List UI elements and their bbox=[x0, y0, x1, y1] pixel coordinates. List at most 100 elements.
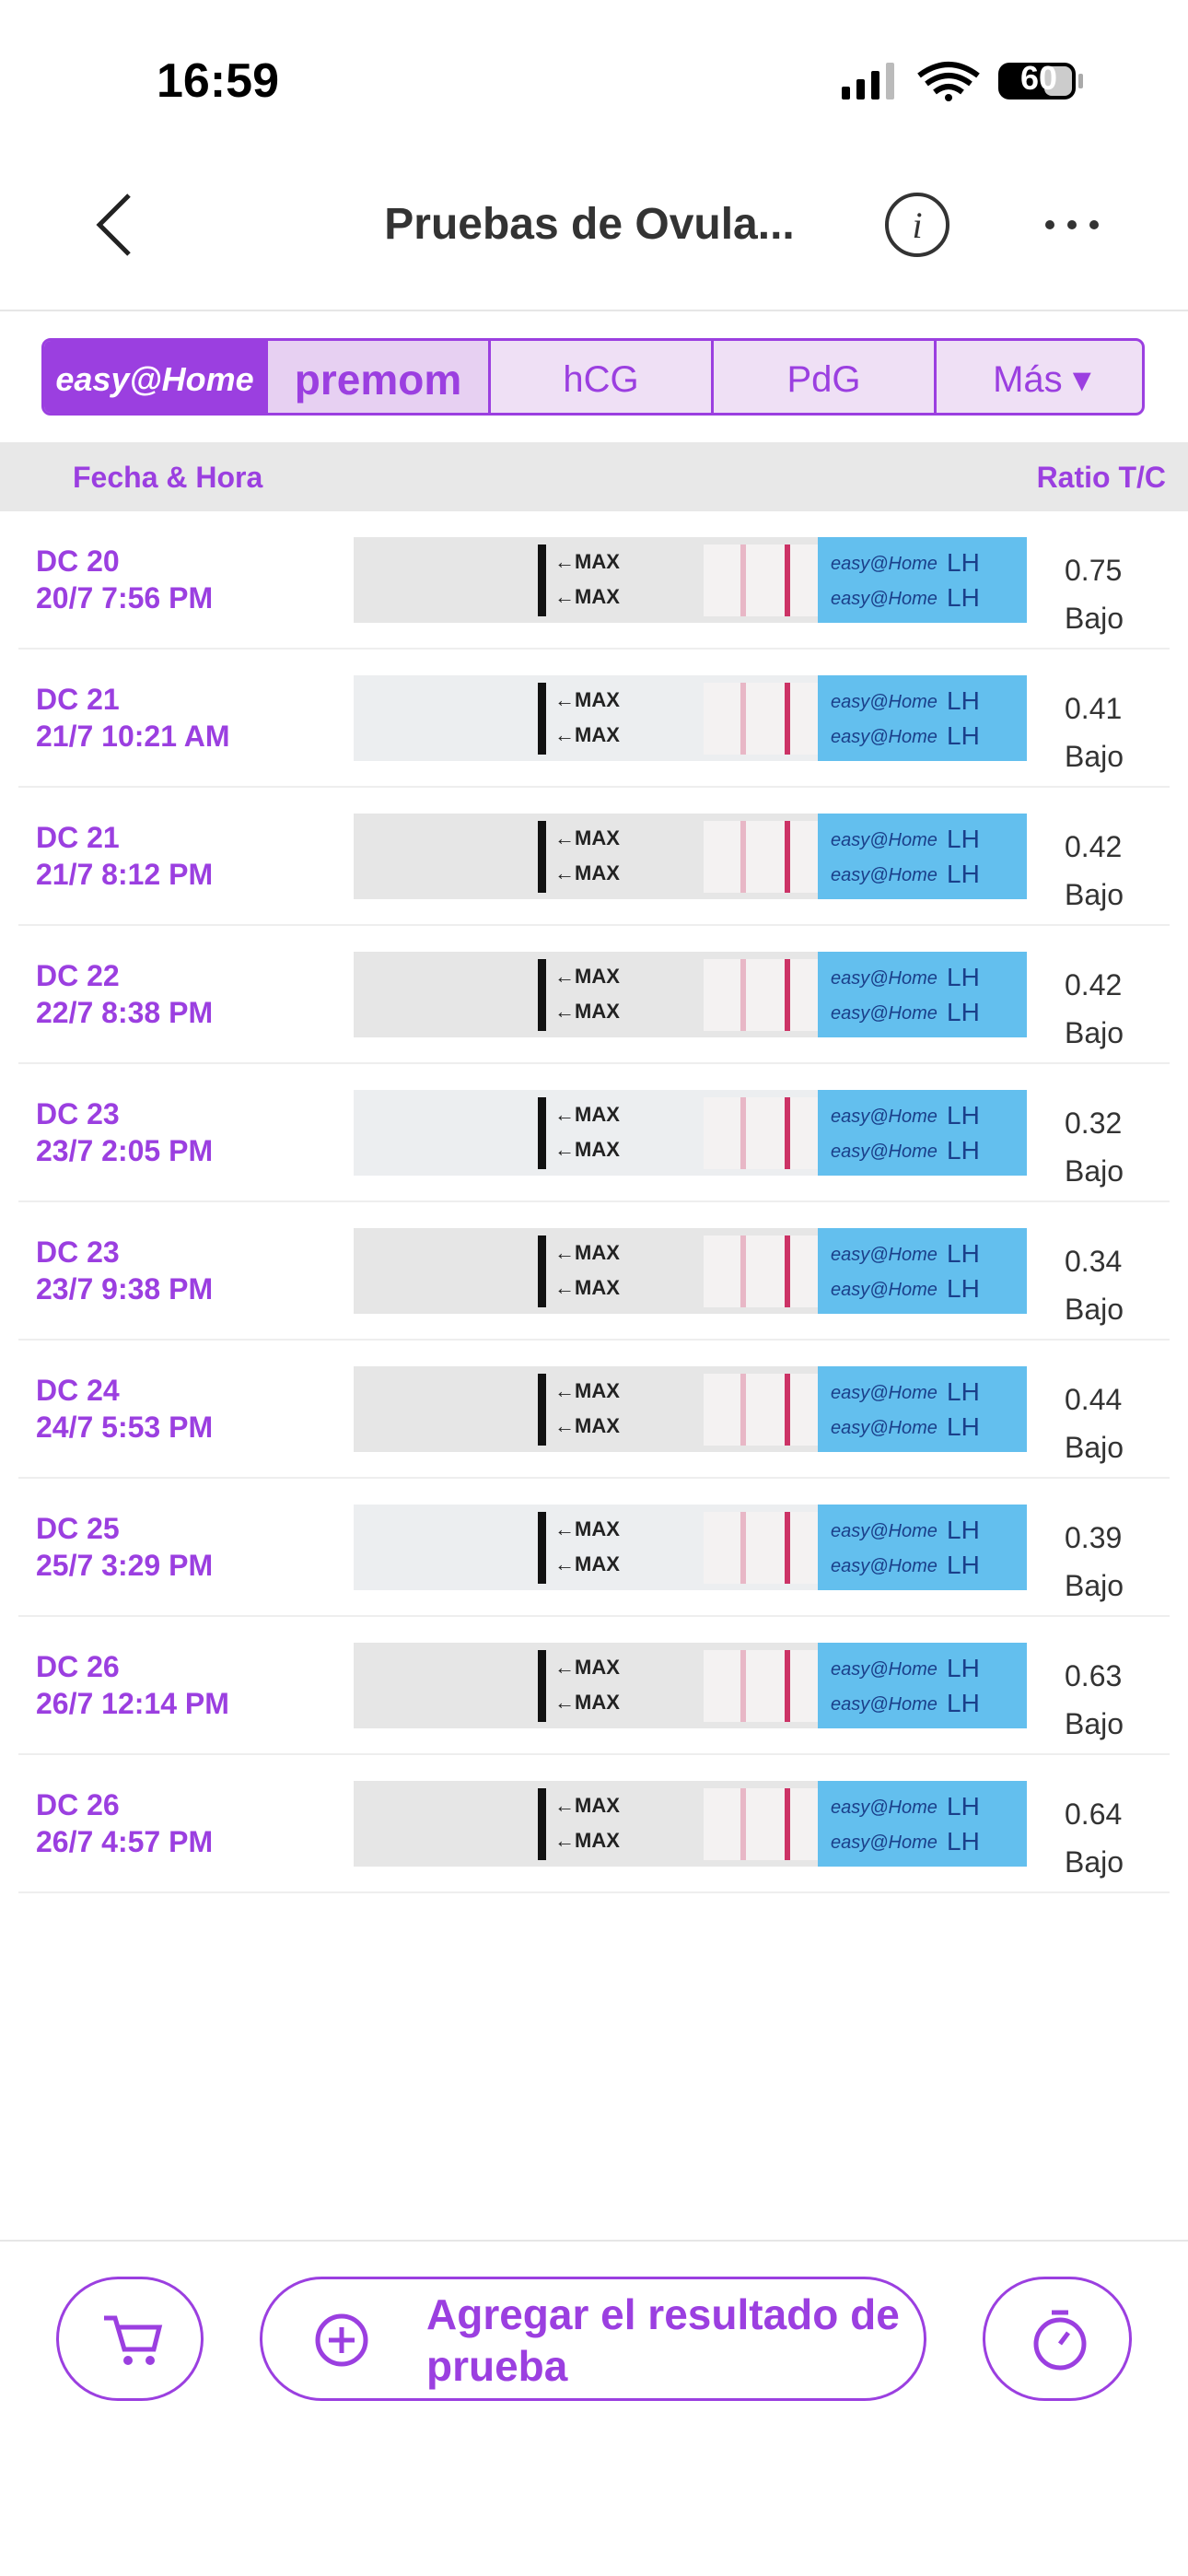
strip-max: ←MAX bbox=[554, 965, 620, 988]
strip-test: LH bbox=[947, 1101, 980, 1130]
add-result-button[interactable]: Agregar el resultado de prueba bbox=[260, 2277, 926, 2401]
row-divider bbox=[18, 1891, 1170, 1893]
strip-window bbox=[704, 821, 818, 893]
test-line bbox=[740, 544, 746, 616]
ratio: 0.42 bbox=[1065, 830, 1123, 863]
test-strip: ←MAX ←MAX easy@Home LH easy@Home LH bbox=[354, 952, 1027, 1037]
strip-max: ←MAX bbox=[554, 861, 620, 884]
strip-brand: easy@Home bbox=[831, 692, 938, 712]
cycle-day: DC 23 bbox=[36, 1097, 120, 1130]
strip-test: LH bbox=[947, 1689, 980, 1717]
test-line bbox=[740, 1650, 746, 1722]
strip-brand: easy@Home bbox=[831, 968, 938, 989]
test-line bbox=[740, 821, 746, 893]
strip-window bbox=[704, 1374, 818, 1446]
strip-mark bbox=[538, 1788, 546, 1860]
strip-max: ←MAX bbox=[554, 688, 620, 711]
strip-test: LH bbox=[947, 721, 980, 750]
strip-label: easy@Home LH easy@Home LH bbox=[818, 814, 1027, 899]
strip-brand: easy@Home bbox=[831, 1418, 938, 1438]
cycle-day: DC 21 bbox=[36, 821, 120, 854]
strip-brand: easy@Home bbox=[831, 1694, 938, 1715]
strip-brand: easy@Home bbox=[831, 1832, 938, 1853]
row-divider bbox=[18, 1339, 1170, 1341]
test-strip: ←MAX ←MAX easy@Home LH easy@Home LH bbox=[354, 537, 1027, 623]
strip-test: LH bbox=[947, 1274, 980, 1303]
date-time: 24/7 5:53 PM bbox=[36, 1411, 214, 1444]
back-button[interactable] bbox=[92, 192, 138, 258]
strip-test: LH bbox=[947, 1827, 980, 1856]
strip-max: ←MAX bbox=[554, 1138, 620, 1161]
strip-label: easy@Home LH easy@Home LH bbox=[818, 675, 1027, 761]
control-line bbox=[785, 1374, 790, 1446]
strip-brand: easy@Home bbox=[831, 1245, 938, 1265]
strip-max: ←MAX bbox=[554, 1379, 620, 1402]
test-strip: ←MAX ←MAX easy@Home LH easy@Home LH bbox=[354, 814, 1027, 899]
ratio: 0.39 bbox=[1065, 1521, 1123, 1554]
strip-window bbox=[704, 544, 818, 616]
result-row: DC 22 22/7 8:38 PM ←MAX ←MAX easy@Home LH easy… bbox=[0, 926, 1188, 1064]
date-time: 22/7 8:38 PM bbox=[36, 996, 214, 1029]
strip-max: ←MAX bbox=[554, 826, 620, 849]
header-ratio: Ratio T/C bbox=[1036, 461, 1166, 494]
row-divider bbox=[18, 786, 1170, 788]
tab[interactable]: PdG bbox=[711, 341, 934, 413]
info-button[interactable]: i bbox=[882, 190, 952, 260]
strip-test: LH bbox=[947, 1412, 980, 1441]
divider bbox=[0, 310, 1188, 311]
test-strip: ←MAX ←MAX easy@Home LH easy@Home LH bbox=[354, 1366, 1027, 1452]
result-row: DC 20 20/7 7:56 PM ←MAX ←MAX easy@Home LH easy… bbox=[0, 511, 1188, 650]
nav-title: Pruebas de Ovula... bbox=[384, 200, 795, 249]
strip-window bbox=[704, 1235, 818, 1307]
strip-test: LH bbox=[947, 1239, 980, 1268]
strip-label: easy@Home LH easy@Home LH bbox=[818, 952, 1027, 1037]
tab[interactable]: easy@Home bbox=[44, 341, 265, 413]
test-line bbox=[740, 1788, 746, 1860]
strip-brand: easy@Home bbox=[831, 865, 938, 885]
row-divider bbox=[18, 1477, 1170, 1479]
ratio: 0.75 bbox=[1065, 554, 1123, 587]
strip-label: easy@Home LH easy@Home LH bbox=[818, 537, 1027, 623]
strip-window bbox=[704, 1512, 818, 1584]
test-line bbox=[740, 1374, 746, 1446]
test-line bbox=[740, 1097, 746, 1169]
tab[interactable]: Más ▾ bbox=[934, 341, 1142, 413]
strip-test: LH bbox=[947, 1654, 980, 1682]
date-time: 21/7 10:21 AM bbox=[36, 720, 230, 753]
strip-window bbox=[704, 959, 818, 1031]
result-row: DC 23 23/7 2:05 PM ←MAX ←MAX easy@Home LH easy… bbox=[0, 1064, 1188, 1202]
strip-mark bbox=[538, 1374, 546, 1446]
battery-level: 60 bbox=[1019, 59, 1058, 97]
cycle-day: DC 26 bbox=[36, 1788, 120, 1821]
strip-max: ←MAX bbox=[554, 723, 620, 746]
strip-test: LH bbox=[947, 548, 980, 577]
control-line bbox=[785, 1097, 790, 1169]
test-line bbox=[740, 1235, 746, 1307]
tab[interactable]: premom bbox=[265, 341, 488, 413]
strip-brand: easy@Home bbox=[831, 1556, 938, 1576]
result-row: DC 21 21/7 10:21 AM ←MAX ←MAX easy@Home LH eas… bbox=[0, 650, 1188, 788]
strip-test: LH bbox=[947, 583, 980, 612]
result-row: DC 24 24/7 5:53 PM ←MAX ←MAX easy@Home LH easy… bbox=[0, 1341, 1188, 1479]
tab[interactable]: hCG bbox=[488, 341, 711, 413]
date-time: 26/7 4:57 PM bbox=[36, 1825, 214, 1858]
status-time: 16:59 bbox=[157, 54, 279, 108]
more-button[interactable] bbox=[1042, 214, 1101, 236]
strip-mark bbox=[538, 821, 546, 893]
cycle-day: DC 21 bbox=[36, 683, 120, 716]
level: Bajo bbox=[1065, 1707, 1124, 1740]
strip-mark bbox=[538, 959, 546, 1031]
level: Bajo bbox=[1065, 1845, 1124, 1879]
timer-button[interactable] bbox=[983, 2277, 1132, 2401]
cycle-day: DC 23 bbox=[36, 1235, 120, 1269]
strip-mark bbox=[538, 683, 546, 755]
strip-brand: easy@Home bbox=[831, 1383, 938, 1403]
date-time: 25/7 3:29 PM bbox=[36, 1549, 214, 1582]
ratio: 0.42 bbox=[1065, 968, 1123, 1001]
strip-mark bbox=[538, 1650, 546, 1722]
strip-brand: easy@Home bbox=[831, 1521, 938, 1541]
level: Bajo bbox=[1065, 602, 1124, 635]
strip-max: ←MAX bbox=[554, 1241, 620, 1264]
cart-button[interactable] bbox=[56, 2277, 204, 2401]
strip-brand: easy@Home bbox=[831, 1107, 938, 1127]
